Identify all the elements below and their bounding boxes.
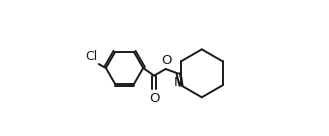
Text: Cl: Cl xyxy=(86,50,98,63)
Text: O: O xyxy=(161,54,171,67)
Text: O: O xyxy=(149,92,159,105)
Text: N: N xyxy=(173,76,183,89)
